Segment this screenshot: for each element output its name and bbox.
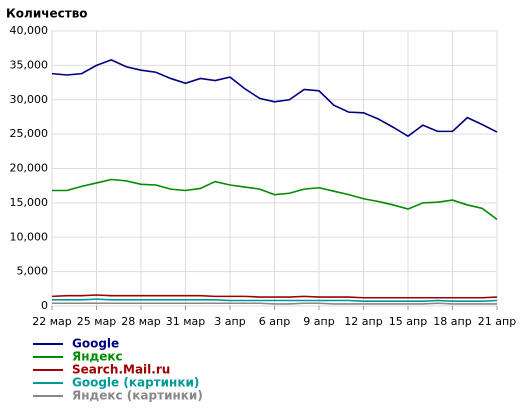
y-tick-label: 0 — [41, 299, 48, 312]
x-tick-label: 9 апр — [303, 315, 334, 328]
legend-label: Search.Mail.ru — [72, 363, 170, 377]
x-tick-label: 15 апр — [389, 315, 427, 328]
legend-label: Google (картинки) — [72, 376, 199, 390]
chart-title: Количество — [6, 7, 88, 21]
legend-label: Яндекс — [72, 350, 123, 364]
y-tick-label: 30,000 — [10, 93, 49, 106]
x-tick-label: 12 апр — [344, 315, 382, 328]
x-tick-label: 25 мар — [77, 315, 117, 328]
y-tick-label: 25,000 — [10, 127, 49, 140]
y-tick-label: 15,000 — [10, 196, 49, 209]
x-tick-label: 6 апр — [259, 315, 290, 328]
x-tick-label: 3 апр — [214, 315, 245, 328]
y-tick-label: 40,000 — [10, 24, 49, 37]
x-tick-label: 22 мар — [32, 315, 72, 328]
series-line — [52, 298, 498, 302]
x-tick-label: 31 мар — [166, 315, 206, 328]
y-tick-label: 10,000 — [10, 230, 49, 243]
x-tick-label: 21 апр — [478, 315, 516, 328]
x-tick-label: 28 мар — [121, 315, 161, 328]
x-tick-label: 18 апр — [433, 315, 471, 328]
y-tick-label: 5,000 — [17, 265, 49, 278]
series-line — [51, 294, 498, 299]
series-line — [52, 178, 498, 221]
legend-label: Яндекс (картинки) — [72, 389, 203, 403]
y-tick-label: 35,000 — [10, 58, 49, 71]
y-tick-label: 20,000 — [10, 162, 49, 175]
series-line — [52, 302, 497, 305]
legend-label: Google — [72, 337, 119, 351]
series-line — [51, 59, 498, 138]
